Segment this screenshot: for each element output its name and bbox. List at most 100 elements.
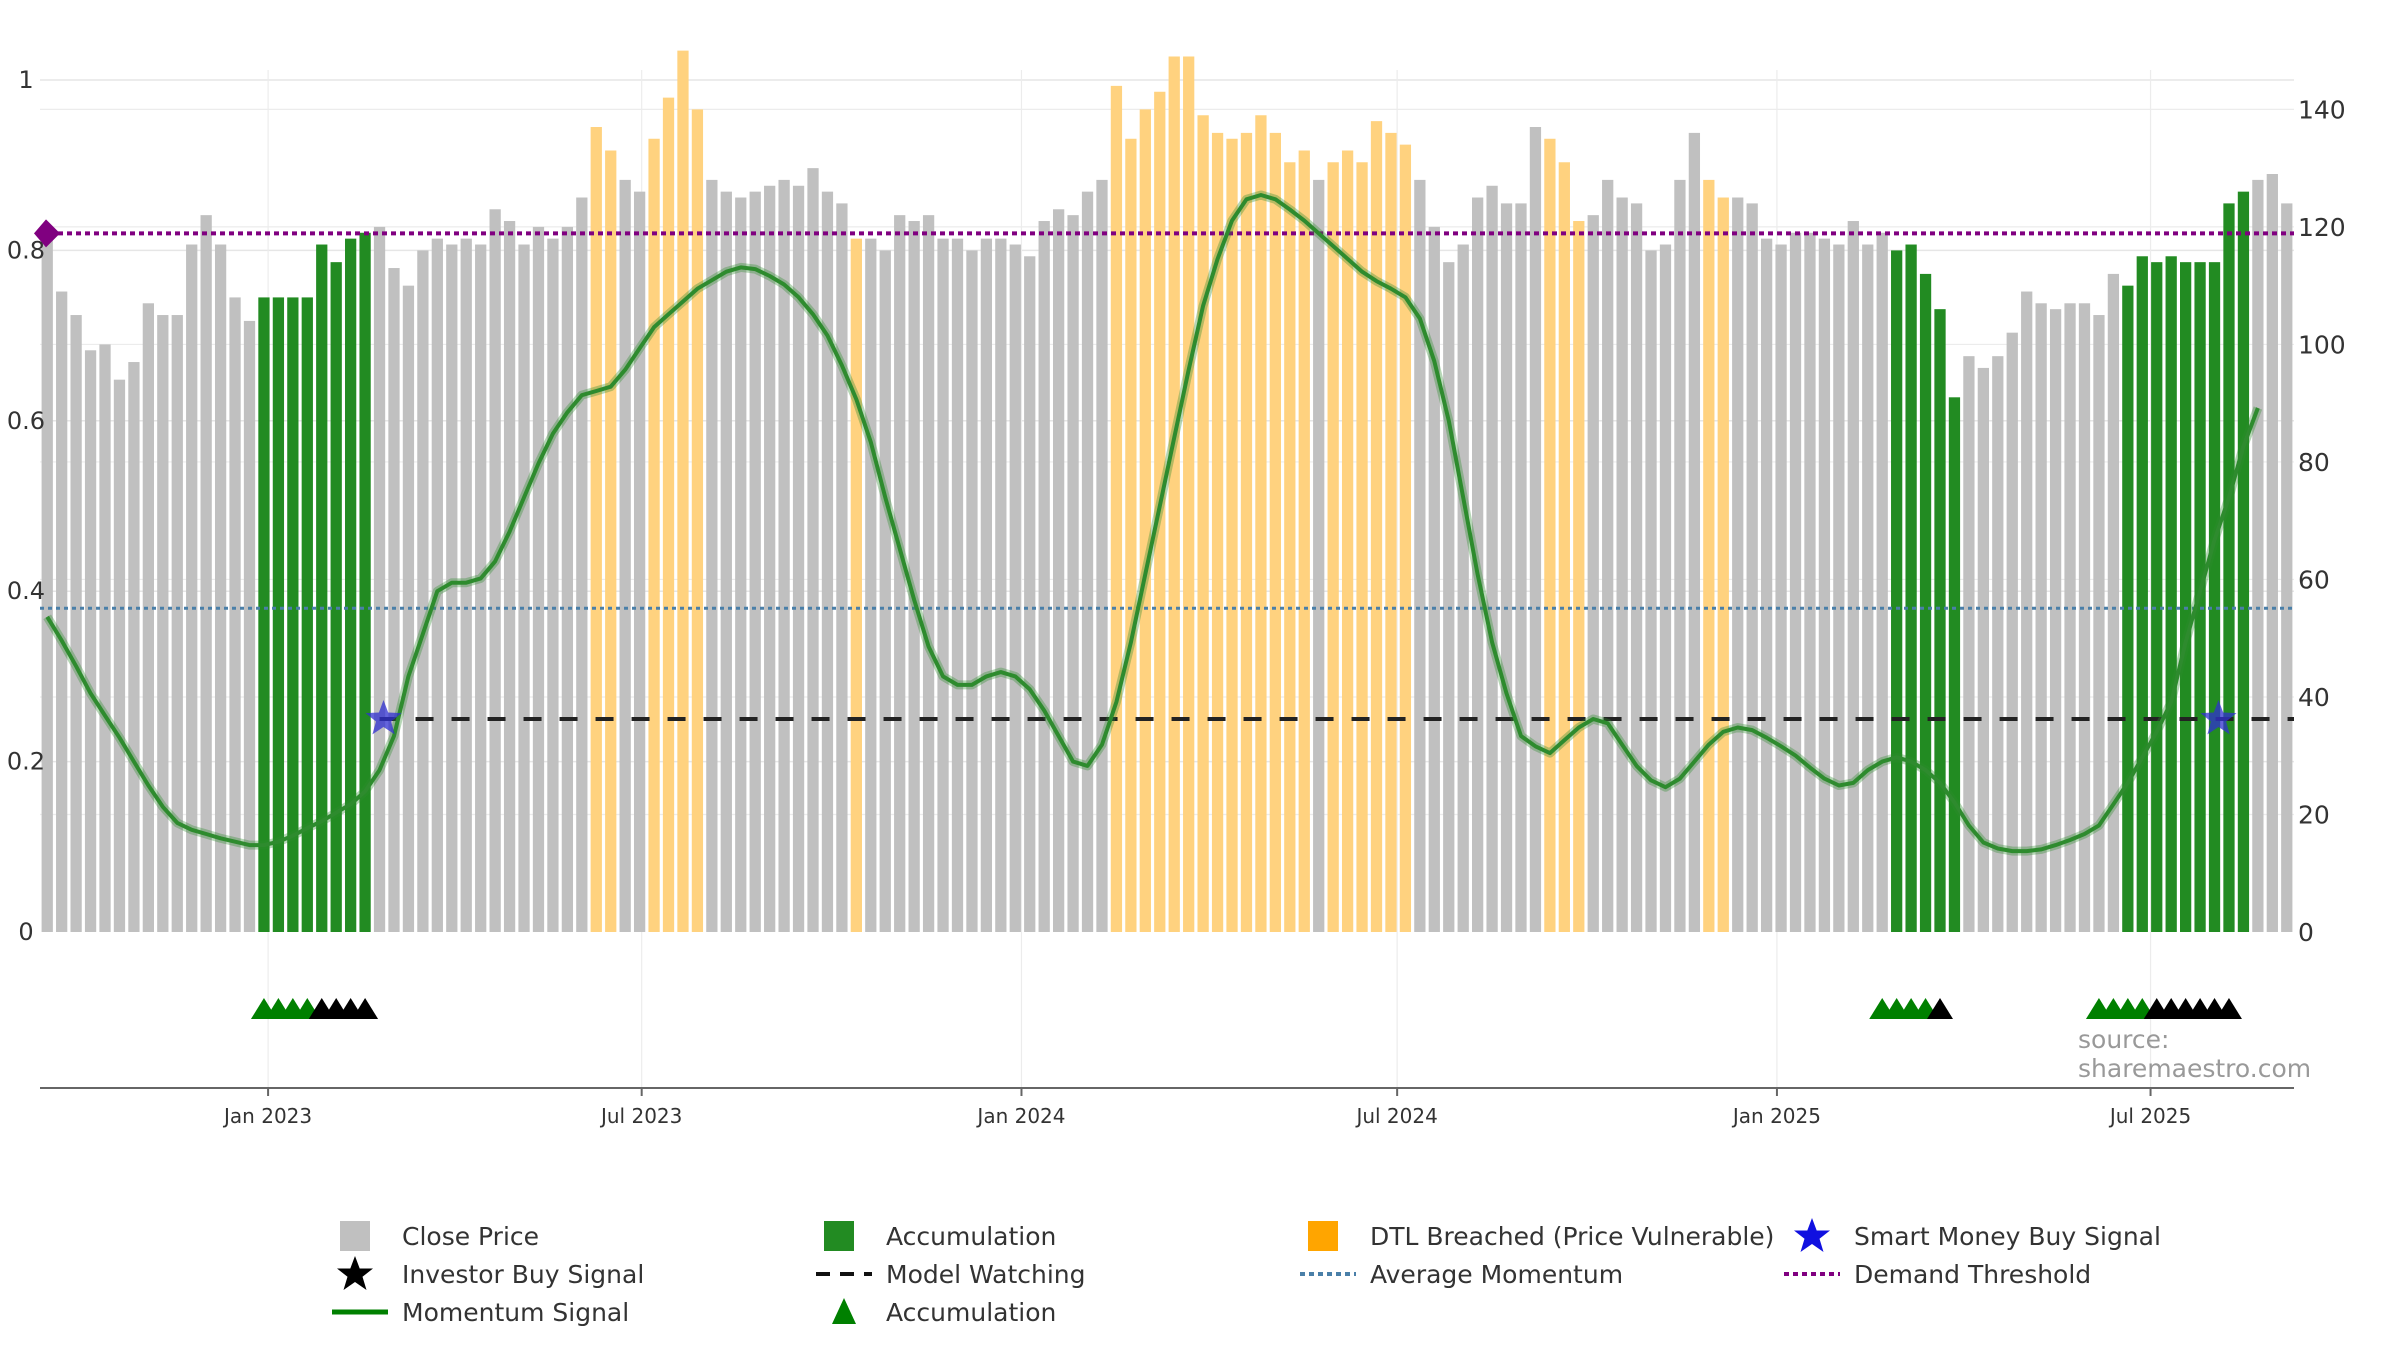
- price-bar: [1804, 232, 1816, 933]
- legend-accumulation-bar: Accumulation: [816, 1217, 1056, 1255]
- price-bar: [778, 179, 790, 932]
- price-bar: [1052, 209, 1065, 932]
- price-bar: [41, 226, 53, 932]
- price-bar: [648, 138, 660, 933]
- price-bar: [966, 250, 978, 932]
- price-bar: [894, 215, 906, 932]
- legend-label: Accumulation: [886, 1297, 1057, 1327]
- price-bar: [1833, 244, 1845, 932]
- left-tick-label: 0: [18, 918, 33, 946]
- left-tick-label: 1: [18, 66, 33, 94]
- price-bar: [1009, 244, 1021, 932]
- price-bar: [1125, 138, 1137, 933]
- price-bar: [1515, 203, 1527, 933]
- right-tick-label: 0: [2298, 918, 2314, 947]
- legend-swatch-dotted: [1300, 1272, 1356, 1276]
- price-bar: [1385, 132, 1397, 932]
- legend-swatch-close-price: [340, 1221, 370, 1251]
- price-bar: [243, 320, 256, 932]
- right-tick-label: 140: [2298, 95, 2346, 124]
- price-bar: [1443, 262, 1455, 932]
- momentum-signal-series: [43, 190, 2263, 856]
- reference-lines: [34, 219, 2294, 721]
- price-bar: [706, 179, 718, 932]
- price-bar: [1775, 244, 1787, 932]
- price-bar: [1168, 56, 1180, 932]
- right-tick-label: 120: [2298, 213, 2346, 242]
- legend-label: Model Watching: [886, 1259, 1086, 1289]
- price-bar: [446, 244, 458, 932]
- price-bar: [2107, 273, 2120, 932]
- legend-label: Demand Threshold: [1854, 1259, 2092, 1289]
- price-bar: [1703, 179, 1715, 932]
- x-tick-label: Jul 2024: [1354, 1104, 1437, 1128]
- price-bar: [1645, 250, 1657, 932]
- legend-swatch-triangle-icon: [832, 1298, 856, 1324]
- price-bar: [1717, 197, 1729, 933]
- price-bar: [214, 244, 227, 932]
- legend-investor-buy: Investor Buy Signal: [332, 1255, 644, 1293]
- price-bar: [373, 226, 386, 932]
- legend-swatch-dotted: [1784, 1272, 1840, 1276]
- price-bar: [2136, 256, 2148, 932]
- price-bar: [1992, 356, 2004, 932]
- price-bar: [2266, 174, 2278, 932]
- x-tick-label: Jan 2024: [975, 1104, 1065, 1128]
- legend-swatch-star-icon: [1794, 1218, 1830, 1252]
- price-bar: [1760, 238, 1773, 933]
- source-credit: source: sharemaestro.com: [2078, 1025, 2312, 1083]
- price-bar: [735, 197, 747, 933]
- price-bar: [2237, 191, 2250, 933]
- price-bar: [113, 379, 126, 933]
- price-bar: [1977, 367, 1989, 932]
- price-bar: [720, 191, 732, 933]
- price-bar: [807, 168, 819, 932]
- price-bar: [2064, 303, 2076, 933]
- price-bar: [431, 238, 443, 933]
- price-bar: [1110, 85, 1123, 933]
- legend-label: Momentum Signal: [402, 1297, 630, 1327]
- price-bar: [677, 50, 689, 933]
- price-bar: [1919, 273, 1932, 932]
- price-bar: [547, 238, 559, 933]
- legend-momentum-signal: Momentum Signal: [332, 1293, 629, 1331]
- legend-average-momentum: Average Momentum: [1300, 1255, 1623, 1293]
- legend-label: Accumulation: [886, 1221, 1057, 1251]
- price-bar: [1313, 179, 1325, 932]
- price-bar: [2049, 309, 2062, 932]
- price-bar: [792, 185, 805, 933]
- price-bar: [2093, 315, 2105, 932]
- price-bar: [605, 150, 617, 932]
- price-bar: [1327, 162, 1339, 932]
- price-bar: [619, 179, 631, 932]
- price-bar: [1096, 179, 1108, 932]
- price-bar: [1529, 127, 1542, 932]
- price-bar: [2021, 291, 2033, 933]
- price-bar: [922, 215, 935, 932]
- price-bar: [70, 315, 82, 932]
- price-bar: [287, 297, 299, 933]
- price-bar: [359, 232, 371, 933]
- price-bar: [1211, 132, 1224, 932]
- price-bar: [301, 297, 313, 933]
- price-bar: [1746, 203, 1758, 933]
- price-bar: [1862, 244, 1874, 932]
- price-bar: [1500, 203, 1513, 933]
- price-bar: [1356, 162, 1368, 932]
- axes: 0 0.2 0.4 0.6 0.8 1 0 20 40 60 80 100 120 140 Jan 2023…: [7, 66, 2346, 1128]
- right-tick-label: 40: [2298, 683, 2330, 712]
- price-bar: [316, 244, 328, 932]
- price-bar: [1341, 150, 1354, 932]
- legend-label: Investor Buy Signal: [402, 1259, 645, 1289]
- price-bar: [1067, 215, 1079, 932]
- left-tick-label: 0.4: [7, 577, 45, 605]
- price-bar: [84, 350, 97, 932]
- price-bar: [2006, 332, 2018, 932]
- smart-money-star-icon: [2200, 700, 2237, 735]
- price-bar: [272, 297, 285, 933]
- price-bar: [1891, 250, 1903, 932]
- legend-accumulation-marker: Accumulation: [816, 1293, 1056, 1331]
- price-bar: [1226, 138, 1238, 933]
- price-bar: [1616, 197, 1628, 933]
